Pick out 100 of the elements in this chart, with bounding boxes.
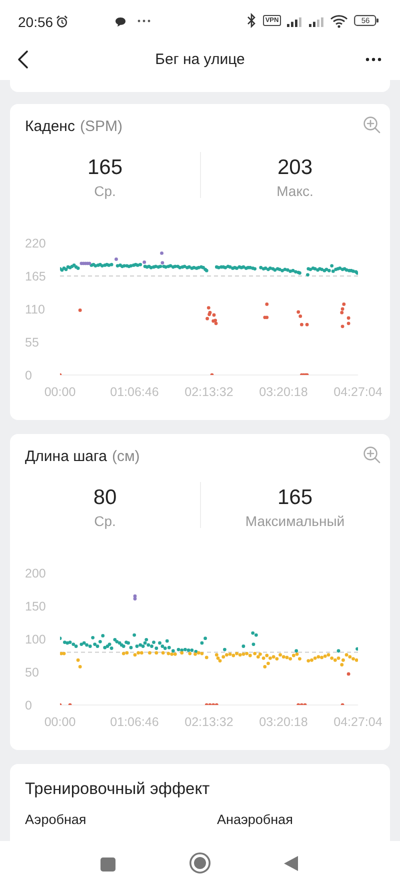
point	[163, 646, 167, 650]
point	[88, 644, 92, 648]
point	[214, 322, 218, 326]
point	[138, 643, 142, 647]
text: 165	[87, 156, 123, 179]
point	[298, 314, 302, 318]
point	[132, 633, 136, 637]
point	[340, 307, 344, 311]
point	[110, 646, 114, 650]
point	[98, 640, 102, 644]
y-tick-label: 50	[25, 665, 39, 680]
text: Анаэробная	[217, 812, 293, 827]
point	[96, 644, 100, 648]
y-tick-label: 55	[25, 335, 39, 350]
text: Макс.	[276, 183, 314, 199]
point	[340, 310, 344, 314]
chart-subtitle: (см)	[112, 448, 140, 465]
point	[346, 672, 350, 676]
point	[300, 322, 304, 326]
point	[146, 643, 150, 647]
x-tick-label: 00:00	[44, 384, 76, 399]
text: Аэробная	[25, 812, 86, 827]
point	[143, 641, 147, 645]
x-tick-label: 01:06:46	[110, 384, 159, 399]
point	[135, 644, 139, 648]
text: 20:56	[18, 14, 54, 30]
point	[206, 306, 210, 310]
text: Тренировочный эффект	[25, 780, 210, 798]
point	[165, 639, 169, 643]
x-tick-label: 02:13:32	[184, 714, 234, 729]
point	[144, 638, 148, 642]
point	[204, 636, 207, 640]
point	[158, 641, 162, 645]
point	[103, 646, 107, 650]
point	[294, 649, 298, 653]
y-tick-label: 100	[25, 632, 46, 646]
point	[78, 308, 82, 312]
point	[113, 638, 117, 642]
point	[91, 636, 95, 640]
x-tick-label: 03:20:18	[259, 384, 308, 399]
point	[129, 646, 133, 650]
point	[340, 324, 344, 328]
chart-title: Длина шага	[25, 448, 107, 465]
point	[212, 313, 216, 317]
point	[93, 642, 97, 646]
x-tick-label: 03:20:18	[259, 714, 308, 729]
point	[160, 644, 164, 648]
point	[176, 648, 180, 652]
point	[74, 644, 78, 648]
point	[190, 648, 194, 652]
text: 80	[93, 486, 117, 509]
point	[82, 641, 86, 645]
chart-title: Каденс	[25, 118, 75, 135]
point	[171, 649, 175, 653]
point	[66, 641, 70, 645]
point	[85, 643, 88, 647]
point	[346, 322, 350, 326]
text: Максимальный	[245, 513, 345, 529]
point	[154, 646, 158, 650]
point	[183, 648, 187, 652]
point	[251, 631, 255, 635]
x-tick-label: 02:13:32	[184, 384, 234, 399]
point	[108, 642, 112, 646]
point	[336, 649, 340, 653]
x-tick-label: 00:00	[44, 714, 76, 729]
y-tick-label: 0	[25, 368, 32, 382]
point	[160, 252, 164, 255]
point	[346, 316, 350, 320]
point	[186, 648, 190, 652]
point	[141, 644, 145, 648]
text: Ср.	[94, 183, 116, 199]
point	[114, 258, 118, 261]
chart-subtitle: (SPM)	[80, 118, 122, 135]
point	[206, 316, 209, 320]
y-tick-label: 220	[25, 236, 46, 250]
x-tick-label: 04:27:04	[334, 384, 382, 399]
point	[68, 640, 72, 644]
y-tick-label: 150	[25, 599, 46, 614]
point	[305, 322, 309, 326]
point	[200, 641, 204, 645]
y-tick-label: 165	[25, 269, 46, 284]
text: 165	[277, 486, 313, 509]
y-tick-label: 110	[25, 302, 45, 316]
point	[265, 302, 269, 306]
point	[222, 648, 226, 652]
point	[254, 633, 258, 637]
point	[296, 310, 300, 314]
text: Бег на улице	[155, 51, 245, 68]
point	[152, 640, 156, 644]
point	[142, 260, 146, 264]
y-tick-label: 200	[25, 566, 46, 580]
point	[150, 644, 154, 648]
point	[101, 634, 105, 638]
text: Ср.	[94, 513, 116, 529]
x-tick-label: 01:06:46	[110, 714, 159, 729]
point	[133, 597, 137, 600]
x-tick-label: 04:27:04	[334, 714, 382, 729]
point	[62, 640, 66, 644]
point	[80, 642, 84, 646]
point	[160, 261, 164, 264]
